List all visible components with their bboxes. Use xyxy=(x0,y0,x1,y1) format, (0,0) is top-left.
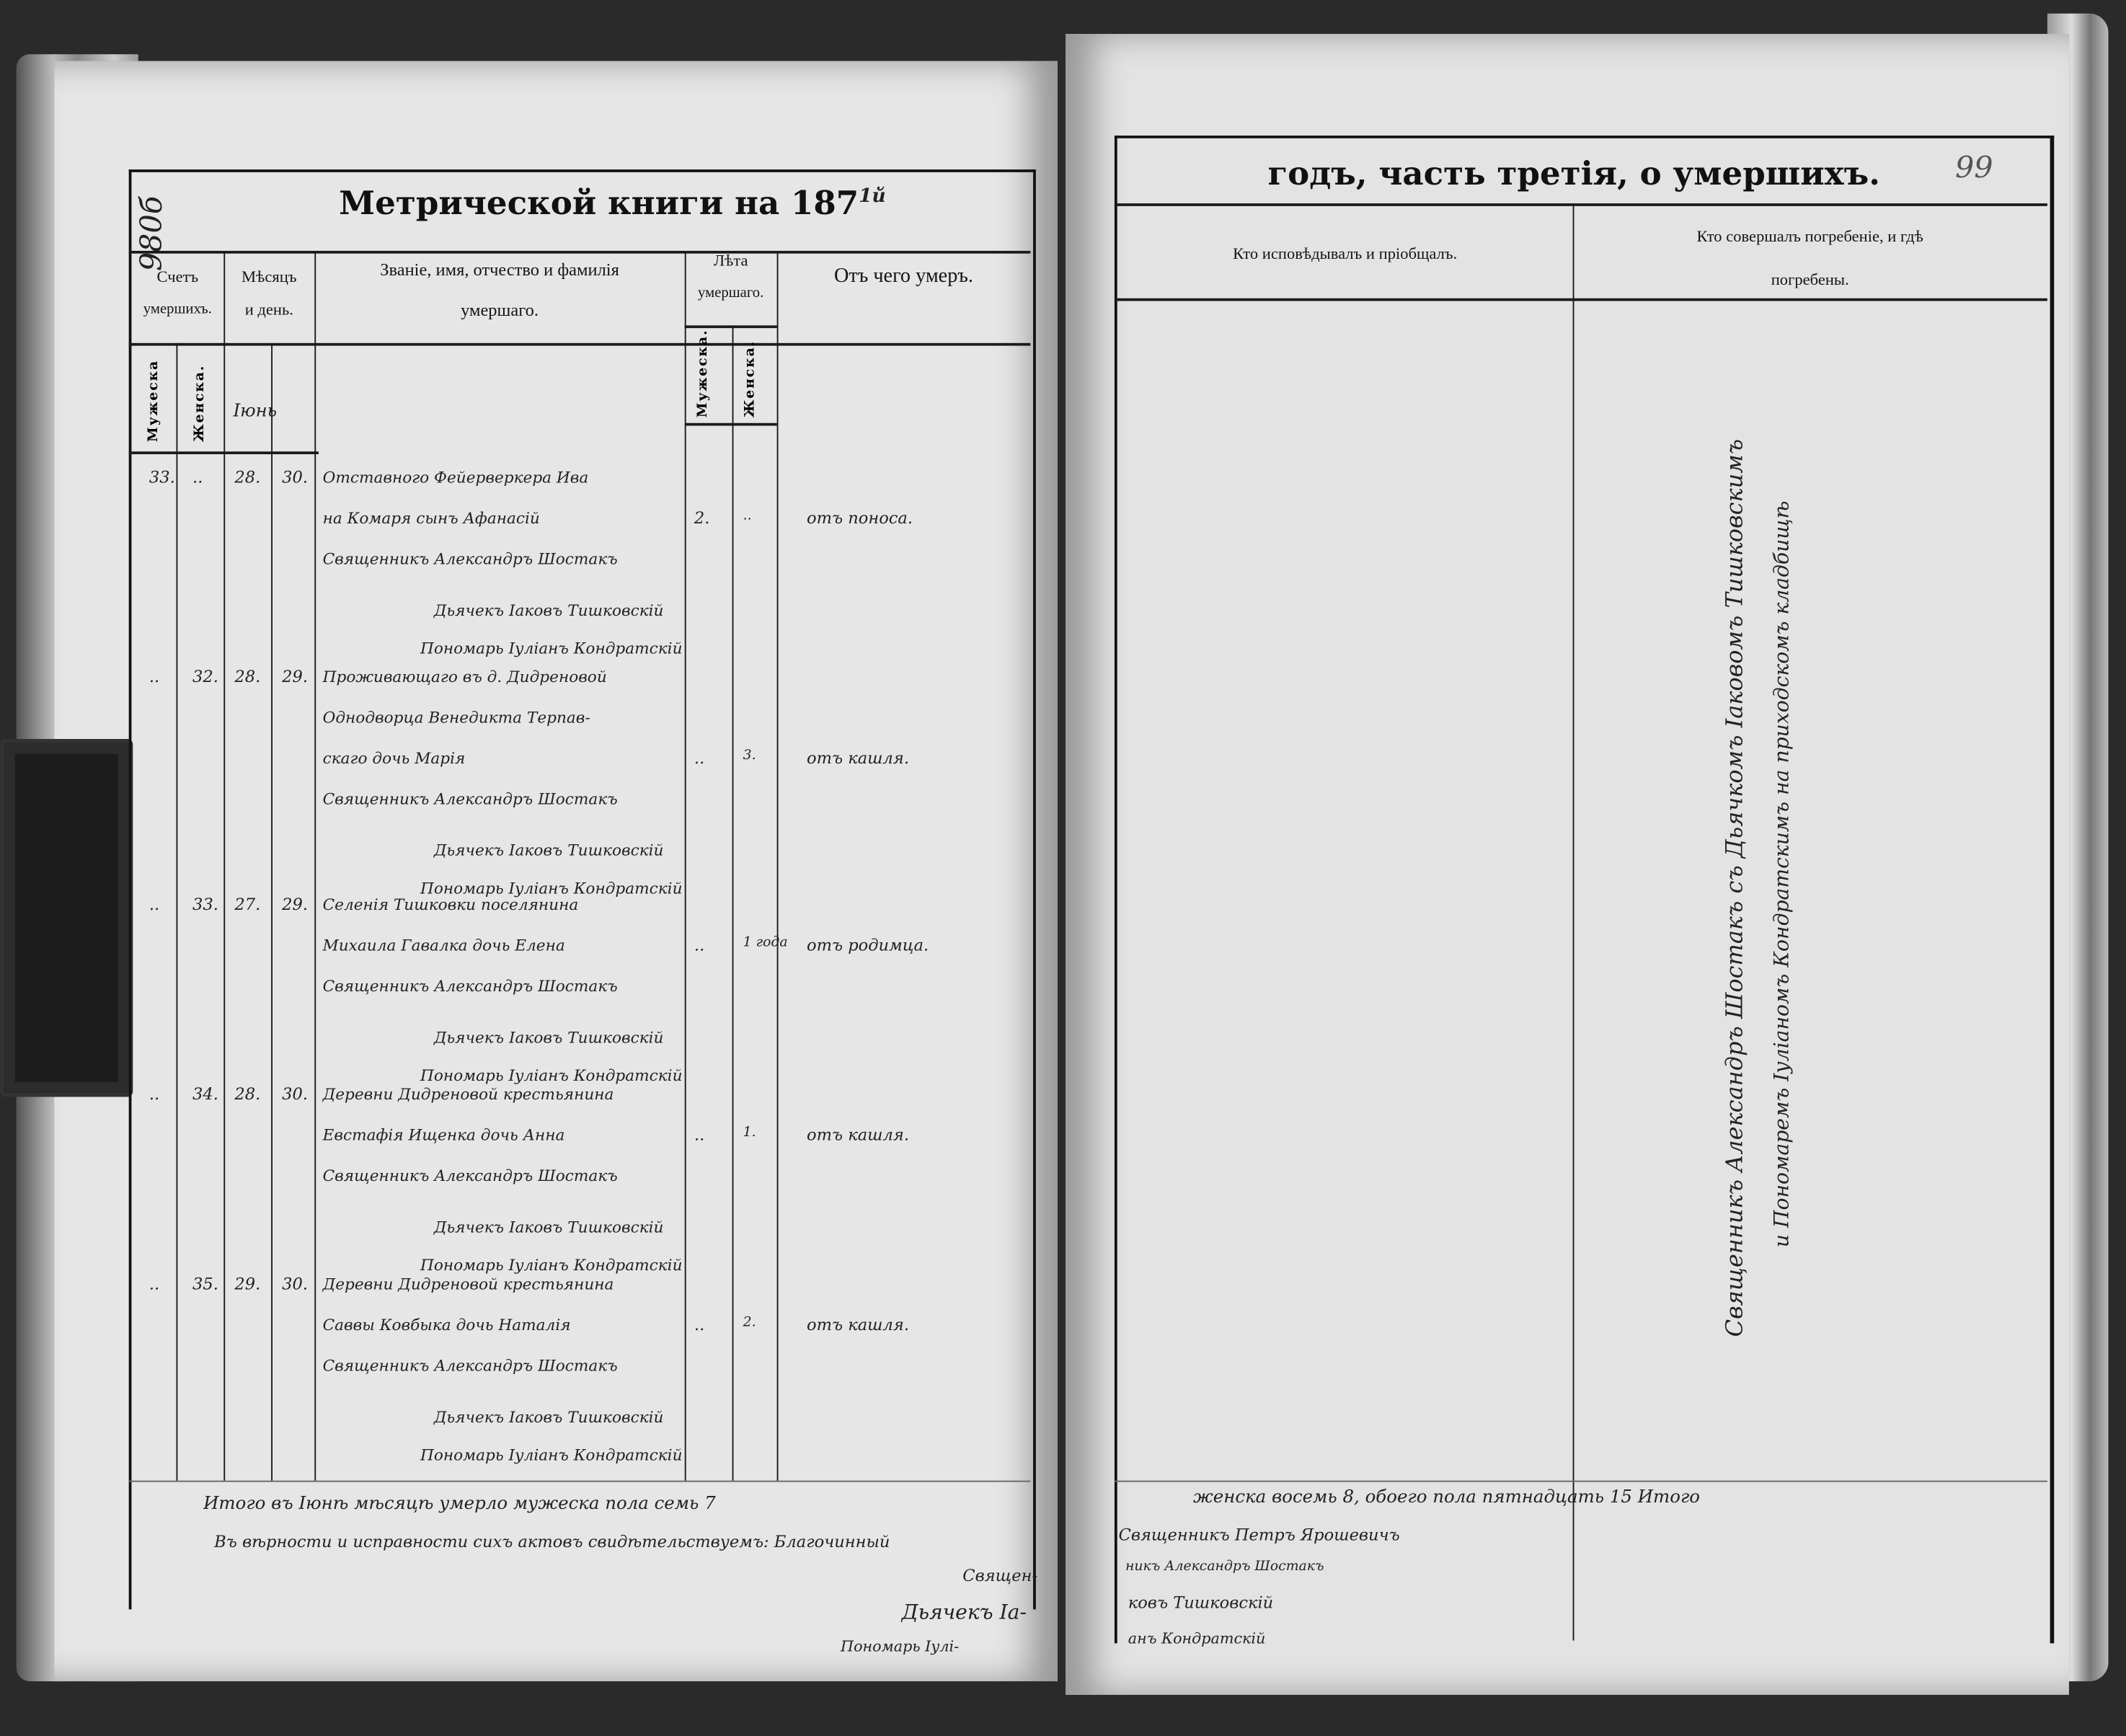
footer-total-line: Итого въ Іюнѣ мѣсяцѣ умерло мужеска пола… xyxy=(203,1494,716,1515)
entry-death-day: 28. xyxy=(234,467,261,487)
title-year-suffix: 1й xyxy=(859,185,886,208)
entry-cause: отъ кашля. xyxy=(807,1125,910,1145)
header-count-female: Женска. xyxy=(192,364,208,443)
entry-name-line: Священникъ Александръ Шостакъ xyxy=(322,1355,618,1376)
header-count: Счетъ умершихъ. xyxy=(143,267,212,318)
entry-signature: Дьячекъ Іаковъ Тишковскій xyxy=(433,1027,664,1047)
footer-priest: Священ- xyxy=(962,1566,1038,1585)
entry-signature: Дьячекъ Іаковъ Тишковскій xyxy=(433,601,664,620)
binding-clasp xyxy=(0,738,133,1097)
entry-age-female: 1 года xyxy=(743,935,788,951)
entry-age-male: .. xyxy=(694,1125,705,1145)
entry-signature: Пономарь Іуліанъ Кондратскій xyxy=(420,1066,683,1085)
header-age: Лѣта умершаго. xyxy=(698,250,764,301)
month-name: Іюнь xyxy=(233,401,278,422)
footer-total-line-right: женска восемь 8, обоего пола пятнадцать … xyxy=(1193,1487,1701,1508)
header-count-male: Мужеска xyxy=(146,359,161,443)
entry-cause: отъ кашля. xyxy=(807,748,910,768)
entry-name-line: Деревни Дидреновой крестьянина xyxy=(322,1274,614,1294)
left-page-title: Метрической книги на 1871й xyxy=(339,183,885,223)
entry-female-number: 32. xyxy=(192,667,218,686)
entry-age-female: 2. xyxy=(743,1315,756,1330)
right-page xyxy=(1066,34,2069,1695)
entry-female-number: 35. xyxy=(192,1274,218,1294)
entry-signature: Пономарь Іуліанъ Кондратскій xyxy=(420,638,683,658)
header-name: Званіе, имя, отчество и фамилія умершаго. xyxy=(380,259,619,320)
entry-death-day: 28. xyxy=(234,667,261,686)
entry-name-line: на Комаря сынъ Афанасій xyxy=(322,508,540,528)
entry-female-number: 34. xyxy=(192,1084,218,1104)
entry-name-line: Селенія Тишковки поселянина xyxy=(322,895,579,914)
entry-age-male: 2. xyxy=(694,508,710,528)
entry-age-female: .. xyxy=(743,508,752,523)
burial-note-line-1: Священникъ Александръ Шостакъ съ Дьячком… xyxy=(1722,439,1750,1337)
header-age-male: Мужеска. xyxy=(695,329,711,418)
entry-signature: Пономарь Іуліанъ Кондратскій xyxy=(420,1255,683,1275)
entry-signature: Пономарь Іуліанъ Кондратскій xyxy=(420,878,683,898)
right-table xyxy=(1114,136,2055,1644)
header-month-day: Мѣсяцъ и день. xyxy=(242,267,297,319)
footer-deacon-right: ковъ Тишковскій xyxy=(1128,1593,1274,1613)
entry-male-number: .. xyxy=(149,667,160,686)
footer-priest-right: никъ Александръ Шостакъ xyxy=(1125,1559,1324,1575)
header-age-female: Женска. xyxy=(743,340,758,418)
burial-note-line-2: и Пономаремъ Іуліаномъ Кондратскимъ на п… xyxy=(1769,501,1794,1248)
page-number: 99 xyxy=(1954,151,1993,186)
footer-dean: Священникъ Петръ Ярошевичъ xyxy=(1118,1525,1400,1545)
entry-name-line: Михаила Гавалка дочь Елена xyxy=(322,935,565,955)
entry-burial-day: 30. xyxy=(282,1084,309,1104)
entry-burial-day: 30. xyxy=(282,467,309,487)
entry-signature: Дьячекъ Іаковъ Тишковскій xyxy=(433,1407,664,1427)
entry-signature: Пономарь Іуліанъ Кондратскій xyxy=(420,1445,683,1465)
title-text: Метрической книги на 187 xyxy=(339,182,859,223)
entry-name-line: скаго дочь Марія xyxy=(322,748,466,768)
left-page xyxy=(54,61,1058,1682)
entry-male-number: .. xyxy=(149,895,160,914)
entry-burial-day: 29. xyxy=(282,667,309,686)
entry-name-line: Священникъ Александръ Шостакъ xyxy=(322,1166,618,1185)
entry-name-line: Евстафія Ищенка дочь Анна xyxy=(322,1125,565,1145)
entry-name-line: Священникъ Александръ Шостакъ xyxy=(322,549,618,569)
entry-death-day: 28. xyxy=(234,1084,261,1104)
entry-burial-day: 29. xyxy=(282,895,309,914)
entry-signature: Дьячекъ Іаковъ Тишковскій xyxy=(433,1217,664,1237)
right-page-title: годъ, часть третія, о умершихъ. xyxy=(1267,153,1881,193)
entry-male-number: .. xyxy=(149,1274,160,1294)
entry-signature: Дьячекъ Іаковъ Тишковскій xyxy=(433,841,664,860)
header-confessor: Кто исповѣдывалъ и пріобщалъ. xyxy=(1233,244,1458,263)
entry-name-line: Однодворца Венедикта Терпав- xyxy=(322,707,590,727)
header-burial: Кто совершалъ погребеніе, и гдѣ погребены… xyxy=(1696,226,1923,289)
header-cause: Отъ чего умеръ. xyxy=(834,265,973,288)
entry-name-line: Саввы Ковбыка дочь Наталія xyxy=(322,1315,571,1334)
entry-male-number: .. xyxy=(149,1084,160,1104)
left-table xyxy=(128,169,1036,1610)
entry-burial-day: 30. xyxy=(282,1274,309,1294)
entry-male-number: 33. xyxy=(149,467,175,487)
entry-death-day: 27. xyxy=(234,895,261,914)
entry-name-line: Отставного Фейерверкера Ива xyxy=(322,467,589,487)
entry-cause: отъ поноса. xyxy=(807,508,913,528)
entry-female-number: .. xyxy=(192,467,203,487)
footer-certify-line: Въ вѣрности и исправности сихъ актовъ св… xyxy=(214,1532,890,1551)
entry-age-female: 3. xyxy=(743,748,756,763)
entry-age-female: 1. xyxy=(743,1125,756,1141)
entry-name-line: Священникъ Александръ Шостакъ xyxy=(322,789,618,808)
entry-name-line: Проживающаго въ д. Дидреновой xyxy=(322,667,607,686)
entry-female-number: 33. xyxy=(192,895,218,914)
entry-death-day: 29. xyxy=(234,1274,261,1294)
footer-sexton: Пономарь Іулі- xyxy=(841,1637,960,1656)
entry-cause: отъ кашля. xyxy=(807,1315,910,1334)
entry-age-male: .. xyxy=(694,1315,705,1334)
entry-name-line: Деревни Дидреновой крестьянина xyxy=(322,1084,614,1104)
footer-sexton-right: анъ Кондратскій xyxy=(1128,1629,1266,1648)
entry-age-male: .. xyxy=(694,935,705,955)
entry-age-male: .. xyxy=(694,748,705,768)
entry-name-line: Священникъ Александръ Шостакъ xyxy=(322,976,618,996)
entry-cause: отъ родимца. xyxy=(807,935,929,955)
footer-deacon: Дьячекъ Іа- xyxy=(901,1600,1027,1625)
